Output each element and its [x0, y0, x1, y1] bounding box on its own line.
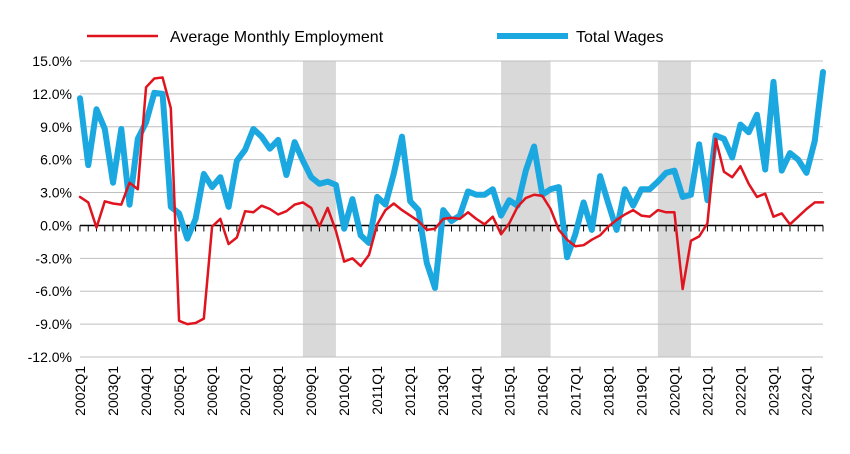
- x-tick-label: 2002Q1: [72, 366, 88, 416]
- recession-shading: [302, 61, 691, 357]
- x-tick-label: 2014Q1: [468, 366, 484, 416]
- legend: Average Monthly Employment Total Wages: [87, 29, 663, 46]
- x-tick-label: 2004Q1: [138, 366, 154, 416]
- y-tick-labels: -12.0% -9.0% -6.0% -3.0% 0.0% 3.0% 6.0% 9.0% 12.…: [28, 53, 72, 365]
- x-tick-label: 2009Q1: [303, 366, 319, 416]
- y-tick-label: -3.0%: [35, 250, 72, 266]
- x-tick-label: 2008Q1: [270, 366, 286, 416]
- x-tick-label: 2018Q1: [600, 366, 616, 416]
- shaded-period-2: [501, 61, 551, 357]
- series-line-wages: [77, 68, 826, 291]
- y-tick-label: -6.0%: [35, 283, 72, 299]
- x-tick-label: 2022Q1: [732, 366, 748, 416]
- x-tick-label: 2023Q1: [765, 366, 781, 416]
- shaded-period-1: [302, 61, 336, 357]
- x-tick-labels: 2002Q1 2003Q1 2004Q1 2005Q1 2006Q1 2007Q1 2008…: [72, 366, 814, 416]
- x-tick-label: 2005Q1: [171, 366, 187, 416]
- y-tick-label: 9.0%: [40, 119, 72, 135]
- x-tick-label: 2020Q1: [666, 366, 682, 416]
- y-tick-label: 3.0%: [40, 185, 72, 201]
- y-tick-label: 15.0%: [32, 53, 72, 69]
- x-tick-label: 2015Q1: [501, 366, 517, 416]
- legend-label: Average Monthly Employment: [170, 29, 384, 46]
- x-tick-label: 2006Q1: [204, 366, 220, 416]
- x-tick-label: 2017Q1: [567, 366, 583, 416]
- x-tick-label: 2013Q1: [435, 366, 451, 416]
- gridlines: [80, 60, 823, 358]
- y-tick-label: 6.0%: [40, 152, 72, 168]
- x-tick-label: 2012Q1: [402, 366, 418, 416]
- series-line-employment: [78, 76, 825, 326]
- series-lines: [77, 68, 826, 326]
- x-tick-label: 2016Q1: [534, 366, 550, 416]
- y-tick-label: 12.0%: [32, 86, 72, 102]
- shaded-period-3: [657, 61, 691, 357]
- y-tick-label: -12.0%: [28, 349, 72, 365]
- y-tick-label: -9.0%: [35, 316, 72, 332]
- y-tick-label: 0.0%: [40, 217, 72, 233]
- x-tick-label: 2011Q1: [369, 366, 385, 415]
- x-tick-label: 2007Q1: [237, 366, 253, 416]
- x-tick-label: 2019Q1: [633, 366, 649, 416]
- x-tick-label: 2024Q1: [798, 366, 814, 416]
- x-tick-label: 2003Q1: [105, 366, 121, 416]
- x-tick-label: 2021Q1: [699, 366, 715, 416]
- x-tick-label: 2010Q1: [336, 366, 352, 416]
- legend-label: Total Wages: [576, 29, 663, 46]
